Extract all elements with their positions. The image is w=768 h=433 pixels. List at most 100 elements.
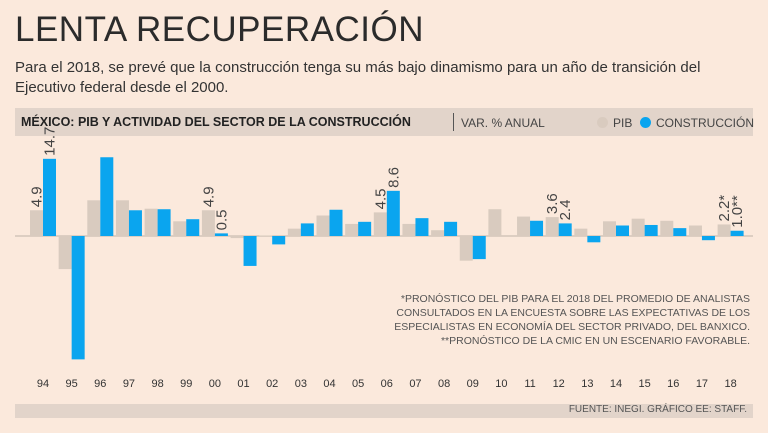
value-label-pib-94: 4.9: [29, 186, 46, 207]
x-tick-label: 17: [696, 378, 708, 390]
legend-construccion-dot-icon: [640, 117, 651, 128]
x-tick-label: 01: [237, 378, 249, 390]
bar-pib-10: [488, 209, 502, 236]
x-tick-label: 15: [639, 378, 651, 390]
bar-pib-04: [316, 215, 330, 236]
bar-construccion-02: [272, 236, 286, 245]
bar-pib-05: [345, 223, 359, 236]
value-label-construccion-12: 2.4: [557, 200, 574, 221]
bar-construccion-18: [730, 230, 744, 236]
bar-pib-07: [402, 223, 416, 236]
page-title: LENTA RECUPERACIÓN: [15, 10, 424, 49]
legend-pib-dot-icon: [597, 117, 608, 128]
legend-pib: PIB: [597, 116, 632, 130]
x-tick-label: 10: [495, 378, 507, 390]
chart-header-band: MÉXICO: PIB Y ACTIVIDAD DEL SECTOR DE LA…: [15, 108, 754, 136]
value-label-construccion-94: 14.7: [42, 127, 59, 156]
x-tick-label: 98: [151, 378, 163, 390]
bar-construccion-16: [673, 228, 687, 236]
x-tick-label: 94: [37, 378, 49, 390]
x-tick-label: 95: [66, 378, 78, 390]
bar-pib-96: [87, 200, 101, 236]
bar-construccion-04: [329, 209, 343, 236]
x-tick-label: 02: [266, 378, 278, 390]
bar-construccion-11: [530, 220, 544, 236]
bar-construccion-03: [300, 223, 314, 236]
footnote-cmic: **PRONÓSTICO DE LA CMIC EN UN ESCENARIO …: [440, 335, 750, 347]
bar-pib-09: [459, 236, 473, 261]
x-tick-label: 05: [352, 378, 364, 390]
bar-construccion-13: [587, 236, 601, 243]
bar-pib-18: [717, 224, 731, 236]
bar-pib-94: [30, 210, 43, 236]
value-label-pib-00: 4.9: [200, 186, 217, 207]
bar-construccion-06: [386, 190, 400, 236]
x-tick-label: 07: [409, 378, 421, 390]
legend-construccion-label: CONSTRUCCIÓN: [656, 116, 754, 130]
footnotes: *PRONÓSTICO DEL PIB PARA EL 2018 DEL PRO…: [380, 292, 750, 348]
value-label-pib-12: 3.6: [544, 193, 561, 214]
bar-pib-00: [201, 210, 215, 236]
x-tick-label: 16: [667, 378, 679, 390]
chart-unit: VAR. % ANUAL: [461, 116, 545, 130]
bar-construccion-05: [358, 221, 372, 236]
bar-construccion-08: [444, 221, 458, 236]
bar-pib-03: [287, 228, 301, 236]
x-tick-label: 03: [295, 378, 307, 390]
source-text: FUENTE: INEGI. GRÁFICO EE: STAFF.: [568, 404, 747, 415]
bar-pib-11: [517, 216, 531, 236]
chart-title: MÉXICO: PIB Y ACTIVIDAD DEL SECTOR DE LA…: [21, 115, 411, 129]
legend-pib-label: PIB: [613, 116, 633, 130]
x-tick-label: 06: [381, 378, 393, 390]
bar-pib-01: [230, 236, 244, 239]
bar-pib-99: [173, 221, 187, 236]
bar-construccion-01: [243, 236, 257, 266]
value-label-construccion-06: 8.6: [385, 167, 402, 188]
x-tick-label: 09: [467, 378, 479, 390]
bar-pib-02: [259, 235, 273, 236]
x-tick-label: 13: [581, 378, 593, 390]
bar-construccion-07: [415, 218, 429, 236]
bar-pib-97: [115, 200, 129, 236]
x-tick-label: 14: [610, 378, 622, 390]
x-tick-label: 08: [438, 378, 450, 390]
bar-construccion-99: [186, 219, 200, 236]
bar-pib-12: [545, 217, 559, 236]
x-tick-label: 96: [94, 378, 106, 390]
bar-construccion-00: [214, 233, 228, 236]
value-label-construccion-00: 0.5: [213, 210, 230, 231]
x-tick-label: 97: [123, 378, 135, 390]
bar-pib-08: [431, 230, 445, 236]
x-tick-label: 18: [724, 378, 736, 390]
x-tick-label: 04: [323, 378, 335, 390]
header-separator: [453, 113, 454, 131]
bar-pib-95: [58, 236, 72, 270]
x-tick-label: 12: [553, 378, 565, 390]
bar-pib-16: [660, 220, 674, 236]
x-tick-label: 99: [180, 378, 192, 390]
bar-construccion-97: [128, 210, 142, 236]
x-tick-label: 11: [524, 378, 535, 390]
bar-construccion-17: [701, 236, 715, 241]
subtitle: Para el 2018, se prevé que la construcci…: [15, 59, 701, 96]
bar-construccion-12: [558, 223, 572, 236]
footer-band: FUENTE: INEGI. GRÁFICO EE: STAFF.: [15, 404, 753, 418]
bar-pib-17: [688, 225, 702, 236]
footnote-pib: *PRONÓSTICO DEL PIB PARA EL 2018 DEL PRO…: [394, 293, 750, 333]
value-label-pib-06: 4.5: [372, 189, 389, 210]
bar-pib-98: [144, 208, 158, 236]
bar-construccion-09: [472, 236, 486, 260]
bar-construccion-95: [71, 236, 85, 360]
value-label-construccion-18: 1.0**: [729, 195, 746, 228]
bar-construccion-96: [100, 157, 114, 236]
bar-construccion-14: [616, 225, 629, 236]
bar-construccion-15: [644, 224, 658, 236]
bar-construccion-94: [43, 158, 56, 236]
value-label-pib-18: 2.2*: [716, 195, 733, 222]
bar-pib-14: [603, 221, 616, 236]
bar-pib-13: [574, 228, 588, 236]
bar-pib-06: [373, 212, 387, 236]
legend-construccion: CONSTRUCCIÓN: [640, 116, 754, 130]
x-tick-label: 00: [209, 378, 221, 390]
